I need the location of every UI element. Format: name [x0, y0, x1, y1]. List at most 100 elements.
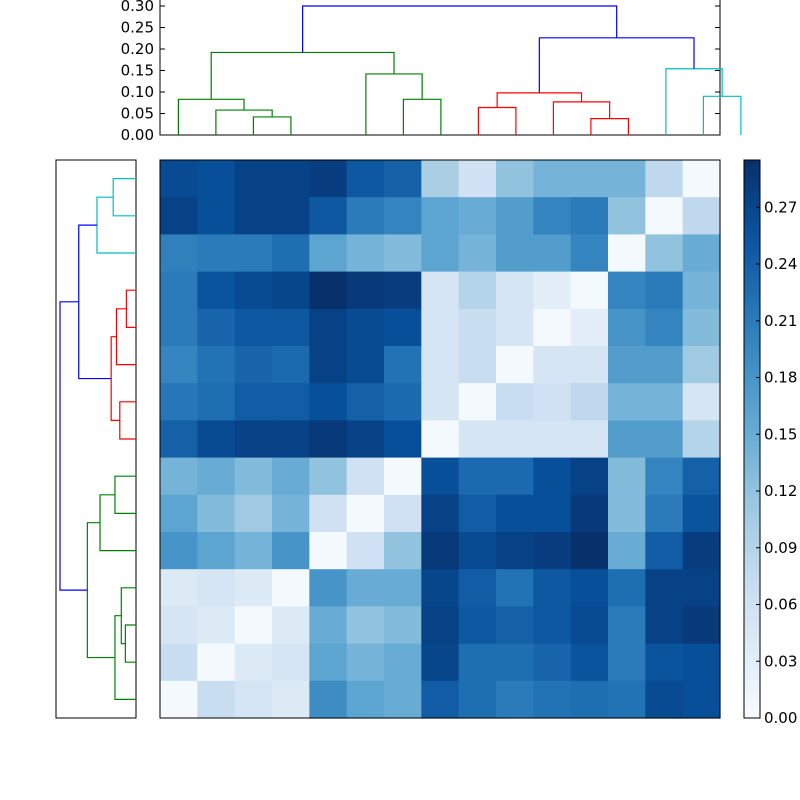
top-dendrogram-link [215, 109, 273, 135]
heatmap-cell [645, 420, 684, 459]
heatmap-cell [160, 606, 198, 645]
heatmap-cell [309, 569, 348, 607]
top-dendrogram-ytick-label: 0.30 [121, 0, 154, 15]
heatmap-cell [682, 234, 721, 273]
heatmap-cell [608, 494, 646, 533]
heatmap-cell [384, 383, 422, 421]
top-dendrogram-link [665, 68, 723, 135]
heatmap-cell [496, 383, 534, 421]
heatmap-cell [645, 197, 684, 235]
top-dendrogram-link [402, 98, 442, 135]
heatmap-cell [533, 606, 572, 645]
heatmap-cell [496, 234, 534, 273]
left-dendrogram-link [96, 196, 136, 254]
heatmap-cell [160, 383, 198, 421]
heatmap-cell [682, 494, 721, 533]
colorbar-tick-label: 0.15 [764, 425, 797, 443]
heatmap-cell [496, 197, 534, 235]
left-dendrogram [55, 159, 137, 719]
heatmap-cell [608, 271, 646, 310]
heatmap-cell [197, 160, 236, 198]
heatmap-cell [384, 160, 422, 198]
heatmap-cell [272, 532, 310, 570]
heatmap-cell [645, 383, 684, 421]
heatmap-cell [309, 308, 348, 347]
left-dendrogram-link [99, 494, 136, 552]
heatmap-cell [608, 532, 646, 570]
left-dendrogram-link [110, 336, 120, 421]
heatmap-cell [421, 494, 460, 533]
heatmap-cell [608, 680, 646, 719]
heatmap-cell [234, 532, 273, 570]
heatmap-cell [346, 680, 385, 719]
colorbar-tick-label: 0.03 [764, 652, 797, 670]
top-dendrogram-frame [159, 0, 721, 136]
heatmap-cell [458, 680, 497, 719]
heatmap-cell [384, 308, 422, 347]
heatmap-cell [197, 197, 236, 235]
heatmap-cell [272, 383, 310, 421]
heatmap-cell [384, 457, 422, 496]
left-dendrogram-link [114, 475, 136, 515]
heatmap-cell [384, 569, 422, 607]
heatmap-cell [570, 383, 609, 421]
heatmap-cell [160, 271, 198, 310]
colorbar-tick-label: 0.21 [764, 312, 797, 330]
heatmap-cell [197, 494, 236, 533]
heatmap-cell [272, 234, 310, 273]
heatmap-cell [160, 160, 198, 198]
heatmap-cell [458, 346, 497, 384]
heatmap-cell [234, 234, 273, 273]
heatmap-cell [272, 606, 310, 645]
colorbar-tick-label: 0.27 [764, 198, 797, 216]
heatmap-cell [309, 494, 348, 533]
colorbar: 0.00 0.03 0.06 0.09 0.12 0.15 0.18 0.21 0.24 0.27 [743, 159, 797, 727]
heatmap-cell [645, 680, 684, 719]
heatmap-cell [346, 234, 385, 273]
top-dendrogram-link [252, 116, 292, 135]
top-dendrogram-link [496, 92, 583, 108]
heatmap-cell [682, 680, 721, 719]
heatmap-cell [272, 680, 310, 719]
left-dendrogram-link [86, 522, 115, 659]
heatmap-cell [608, 606, 646, 645]
heatmap-cell [421, 532, 460, 570]
heatmap-cell [346, 346, 385, 384]
colorbar-tick-label: 0.06 [764, 596, 797, 614]
heatmap-cell [160, 234, 198, 273]
left-dendrogram-link [125, 289, 136, 328]
heatmap-cell [346, 271, 385, 310]
heatmap-cell [533, 532, 572, 570]
top-dendrogram-link [177, 98, 245, 135]
heatmap-cell [197, 346, 236, 384]
heatmap-cell [234, 569, 273, 607]
heatmap-cell [309, 383, 348, 421]
heatmap-cell [608, 234, 646, 273]
heatmap-cell [533, 494, 572, 533]
left-dendrogram-link [120, 587, 136, 645]
heatmap-cell [533, 420, 572, 459]
heatmap-cell [309, 532, 348, 570]
heatmap-cell [608, 383, 646, 421]
heatmap-cell [682, 606, 721, 645]
heatmap-cell [160, 494, 198, 533]
heatmap-cell [496, 420, 534, 459]
heatmap-cell [421, 680, 460, 719]
heatmap-cell [458, 234, 497, 273]
heatmap-cell [234, 420, 273, 459]
heatmap-cell [421, 383, 460, 421]
heatmap-cell [309, 234, 348, 273]
heatmap-cell [160, 532, 198, 570]
heatmap-cell [384, 346, 422, 384]
heatmap-cell [682, 569, 721, 607]
heatmap-cell [272, 160, 310, 198]
heatmap-cell [645, 606, 684, 645]
heatmap-cell [234, 160, 273, 198]
heatmap-cell [496, 680, 534, 719]
heatmap-cell [234, 457, 273, 496]
heatmap-cell [309, 197, 348, 235]
heatmap-cell [496, 160, 534, 198]
heatmap-cell [272, 457, 310, 496]
heatmap-cell [421, 457, 460, 496]
